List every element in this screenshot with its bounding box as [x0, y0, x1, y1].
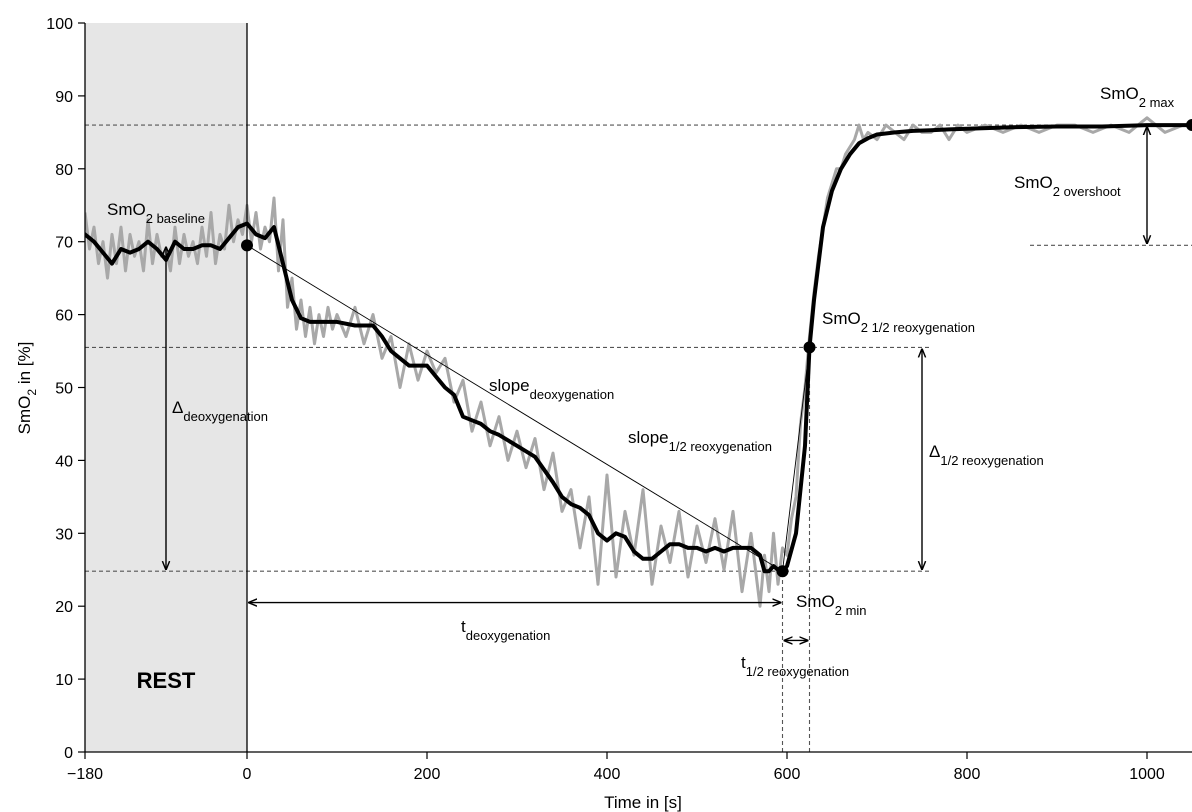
y-tick-label: 100	[46, 16, 73, 33]
y-tick-label: 20	[55, 599, 73, 616]
x-tick-label: 800	[954, 766, 981, 783]
y-tick-label: 40	[55, 453, 73, 470]
slope-line	[246, 244, 783, 572]
t-deoxygenation-label: tdeoxygenation	[461, 617, 550, 643]
y-tick-label: 30	[55, 526, 73, 543]
key-point-marker	[776, 565, 789, 578]
slope-lines	[246, 244, 810, 572]
smoothed-series-line	[85, 123, 1192, 574]
x-axis-title: Time in [s]	[604, 793, 682, 812]
raw-series-line	[85, 116, 1192, 608]
key-point-marker	[1186, 119, 1192, 132]
measurement-arrows	[166, 127, 1147, 640]
overshoot-label: SmO2 overshoot	[1014, 173, 1121, 199]
delta-half-reoxygenation-label: Δ1/2 reoxygenation	[929, 442, 1044, 468]
max-label: SmO2 max	[1100, 84, 1175, 110]
guide-lines	[85, 124, 1192, 752]
x-tick-label: 600	[774, 766, 801, 783]
rest-label: REST	[137, 668, 196, 693]
y-tick-label: 0	[64, 745, 73, 762]
x-tick-label: −180	[67, 766, 103, 783]
baseline-label: SmO2 baseline	[107, 200, 205, 226]
x-tick-label: 200	[414, 766, 441, 783]
y-axis-title: SmO2 in [%]	[15, 342, 39, 435]
slope-line	[782, 347, 810, 572]
y-tick-label: 70	[55, 235, 73, 252]
key-points	[241, 119, 1192, 578]
x-tick-label: 1000	[1129, 766, 1165, 783]
y-tick-label: 60	[55, 308, 73, 325]
x-tick-label: 400	[594, 766, 621, 783]
min-label: SmO2 min	[796, 592, 867, 618]
y-tick-label: 10	[55, 672, 73, 689]
slope-deoxygenation-label: slopedeoxygenation	[489, 376, 614, 402]
y-tick-label: 90	[55, 89, 73, 106]
raw-series	[85, 116, 1192, 608]
key-point-marker	[803, 341, 816, 354]
t-half-reoxygenation-label: t1/2 reoxygenation	[741, 653, 849, 679]
smoothed-series	[85, 123, 1192, 574]
delta-deoxygenation-label: Δdeoxygenation	[172, 398, 268, 424]
y-tick-label: 50	[55, 381, 73, 398]
x-tick-label: 0	[243, 766, 252, 783]
axes: 0 10 20 30 40 50 60 70 80 90 100 −180 0 200 400 600 800 1…	[46, 16, 1192, 783]
y-tick-label: 80	[55, 162, 73, 179]
key-point-marker	[241, 239, 253, 252]
slope-half-reoxygenation-label: slope1/2 reoxygenation	[628, 428, 772, 454]
half-reoxygenation-label: SmO2 1/2 reoxygenation	[822, 309, 975, 335]
